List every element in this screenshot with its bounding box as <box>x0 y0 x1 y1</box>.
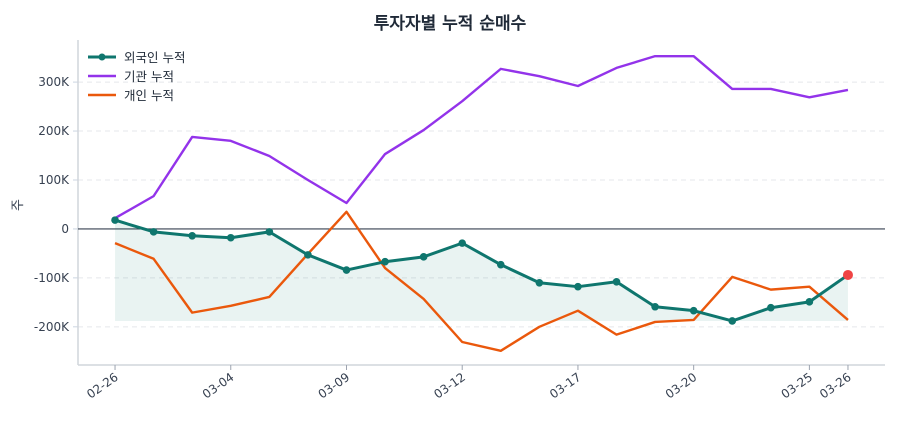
x-tick-label: 03-26 <box>817 370 854 401</box>
y-tick-label: 0 <box>61 222 69 236</box>
legend-label: 기관 누적 <box>124 69 174 84</box>
data-point <box>419 253 428 261</box>
y-tick-label: 100K <box>38 173 70 187</box>
series-1 <box>114 54 849 220</box>
data-point <box>805 298 814 306</box>
chart-title: 투자자별 누적 순매수 <box>374 14 527 34</box>
data-point <box>226 233 235 242</box>
data-point <box>381 257 389 266</box>
y-tick-label: -200K <box>34 320 70 334</box>
x-tick-label: 03-25 <box>779 370 816 401</box>
legend-label: 외국인 누적 <box>124 50 185 65</box>
series-line <box>114 210 849 353</box>
y-tick-label: 300K <box>38 75 70 89</box>
y-tick-label: -100K <box>34 271 70 285</box>
last-point-marker <box>842 269 853 280</box>
legend-marker <box>98 53 106 61</box>
x-tick-label: 03-12 <box>431 370 468 401</box>
data-point <box>265 228 274 236</box>
y-axis-label: 주 <box>11 199 26 211</box>
data-point <box>767 303 775 312</box>
data-point <box>188 231 196 240</box>
legend-label: 개인 누적 <box>124 88 174 103</box>
series-line <box>114 218 849 323</box>
series-line <box>114 54 849 220</box>
data-point <box>149 228 158 236</box>
data-point <box>304 251 312 259</box>
data-point <box>342 266 351 274</box>
x-tick-label: 03-04 <box>200 370 237 401</box>
data-point <box>535 278 544 287</box>
data-point <box>689 306 698 315</box>
x-tick-label: 03-09 <box>316 370 353 401</box>
data-point <box>651 302 659 311</box>
x-tick-label: 03-17 <box>547 370 584 401</box>
x-tick-label: 03-20 <box>663 370 700 401</box>
series-fill-area <box>115 220 848 321</box>
x-tick-label: 02-26 <box>84 370 121 401</box>
data-point <box>728 317 737 325</box>
data-point <box>458 239 467 247</box>
data-point <box>496 260 505 269</box>
data-point <box>111 216 119 224</box>
y-tick-label: 200K <box>38 124 70 138</box>
series-2 <box>114 210 849 353</box>
series-0 <box>111 216 853 325</box>
data-point <box>574 282 582 291</box>
data-point <box>612 277 621 286</box>
